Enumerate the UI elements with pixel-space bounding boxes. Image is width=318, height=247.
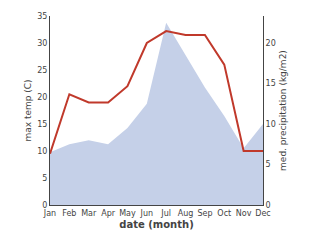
- svg-text:Nov: Nov: [236, 209, 252, 218]
- svg-text:10: 10: [37, 147, 47, 156]
- svg-text:Mar: Mar: [81, 209, 97, 218]
- svg-text:Oct: Oct: [217, 209, 231, 218]
- svg-text:med. precipitation (kg/m2): med. precipitation (kg/m2): [278, 50, 288, 171]
- svg-text:15: 15: [37, 120, 47, 129]
- svg-text:20: 20: [37, 93, 47, 102]
- svg-text:5: 5: [266, 160, 271, 169]
- svg-text:max temp (C): max temp (C): [23, 79, 33, 141]
- svg-text:10: 10: [266, 120, 276, 129]
- svg-text:30: 30: [37, 39, 47, 48]
- svg-text:Aug: Aug: [178, 209, 194, 218]
- svg-text:Jun: Jun: [140, 209, 154, 218]
- svg-text:0: 0: [42, 201, 47, 210]
- svg-text:Feb: Feb: [62, 209, 76, 218]
- svg-text:Dec: Dec: [255, 209, 270, 218]
- svg-text:15: 15: [266, 79, 276, 88]
- svg-text:35: 35: [37, 12, 47, 21]
- svg-text:0: 0: [266, 201, 271, 210]
- svg-text:date (month): date (month): [119, 219, 193, 230]
- svg-text:Sep: Sep: [197, 209, 212, 218]
- svg-text:5: 5: [42, 174, 47, 183]
- svg-text:20: 20: [266, 39, 276, 48]
- svg-text:25: 25: [37, 66, 47, 75]
- svg-text:Jul: Jul: [160, 209, 171, 218]
- svg-text:Jan: Jan: [43, 209, 56, 218]
- svg-text:Apr: Apr: [101, 209, 116, 218]
- svg-text:May: May: [119, 209, 136, 218]
